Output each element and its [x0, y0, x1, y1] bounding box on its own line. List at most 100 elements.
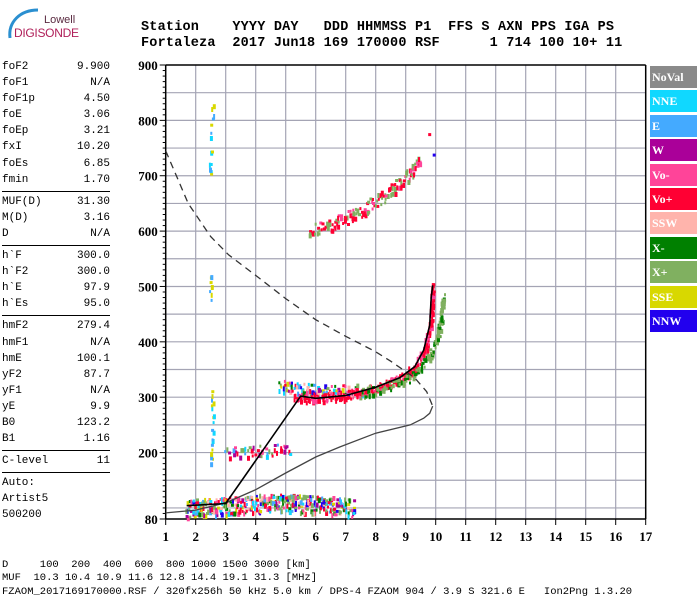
param-row: h`E 97.9 [2, 280, 110, 296]
echo-point [257, 504, 260, 507]
echo-point [338, 392, 341, 396]
echo-point [268, 449, 271, 455]
echo-point [216, 500, 220, 503]
echo-point [332, 502, 335, 506]
echo-point [240, 500, 243, 504]
echo-point [280, 385, 283, 389]
echo-point [236, 451, 239, 457]
echo-point [203, 513, 206, 519]
echo-point [271, 452, 274, 456]
x-tick-label: 16 [609, 529, 623, 544]
echo-point [207, 509, 211, 513]
echo-point [421, 361, 425, 365]
legend-item-e: E [650, 114, 697, 137]
param-name: MUF(D) [2, 195, 42, 208]
echo-point [211, 448, 214, 452]
echo-point [303, 510, 306, 516]
echo-point [210, 123, 214, 127]
echo-point [309, 389, 312, 395]
echo-point [322, 504, 325, 507]
echo-point [358, 395, 361, 399]
echo-point [193, 515, 197, 519]
echo-point [305, 393, 309, 397]
echo-point [230, 512, 234, 515]
echo-point [210, 292, 213, 298]
echo-point [342, 507, 345, 513]
echo-point [377, 193, 380, 198]
echo-point [235, 508, 238, 514]
x-tick-label: 17 [639, 529, 653, 544]
echo-point [381, 196, 384, 200]
echo-point [232, 498, 234, 504]
echo-point [211, 394, 214, 400]
echo-point [387, 385, 390, 391]
echo-point [227, 504, 231, 507]
echo-point [309, 495, 312, 499]
echo-point [353, 509, 357, 515]
echo-point [337, 224, 341, 230]
echo-point [369, 197, 373, 201]
echo-point [219, 507, 223, 511]
echo-point [192, 509, 196, 515]
echo-point [209, 500, 213, 503]
echo-point [388, 386, 392, 390]
echo-point [383, 388, 386, 394]
echo-point [405, 374, 409, 378]
param-value: 6.85 [83, 157, 110, 170]
echo-point [427, 332, 430, 338]
param-value: 3.16 [83, 211, 110, 224]
param-row: MUF(D) 31.30 [2, 194, 110, 210]
echo-point [216, 506, 220, 510]
echo-point [398, 185, 401, 191]
echo-point [233, 511, 237, 517]
echo-point [376, 204, 380, 208]
legend-item-x-: X+ [650, 261, 697, 284]
echo-point [211, 397, 213, 403]
echo-point [366, 386, 370, 390]
legend-item-sse: SSE [650, 285, 697, 308]
echo-point [363, 211, 366, 215]
echo-point [430, 326, 434, 332]
echo-point [212, 506, 216, 512]
echo-point [347, 511, 350, 517]
echo-point [336, 221, 339, 227]
logo-lowell-text: Lowell [44, 14, 76, 26]
echo-point [433, 297, 436, 303]
echo-point [409, 169, 412, 175]
echo-point [437, 333, 441, 339]
echo-point [351, 389, 354, 395]
echo-point [423, 353, 426, 357]
echo-point [273, 501, 277, 505]
echo-point [312, 399, 316, 405]
echo-point [274, 506, 277, 512]
echo-point [326, 221, 330, 227]
legend-item-nne: NNE [650, 90, 697, 113]
echo-point [317, 498, 321, 504]
echo-point [437, 337, 440, 343]
echo-point [362, 387, 366, 391]
echo-point [413, 373, 417, 377]
echo-point [389, 382, 392, 386]
echo-point [334, 507, 337, 511]
echo-point [379, 390, 383, 396]
param-name: fmin [2, 173, 29, 186]
echo-point [287, 498, 289, 502]
echo-point [444, 293, 446, 297]
echo-point [321, 222, 325, 226]
echo-point [334, 384, 337, 388]
param-value: 11 [96, 455, 110, 468]
echo-point [396, 185, 399, 191]
echo-point [266, 506, 269, 512]
echo-point [210, 455, 214, 461]
echo-point [348, 389, 351, 393]
echo-point [439, 310, 442, 316]
echo-point [395, 179, 399, 182]
echo-point [421, 354, 424, 360]
echo-point [400, 180, 403, 186]
echo-point [358, 213, 361, 217]
echo-point [412, 376, 416, 382]
param-value: 4.50 [83, 93, 110, 106]
echo-point [418, 160, 422, 164]
echo-point [328, 219, 332, 223]
echo-point [228, 509, 231, 515]
